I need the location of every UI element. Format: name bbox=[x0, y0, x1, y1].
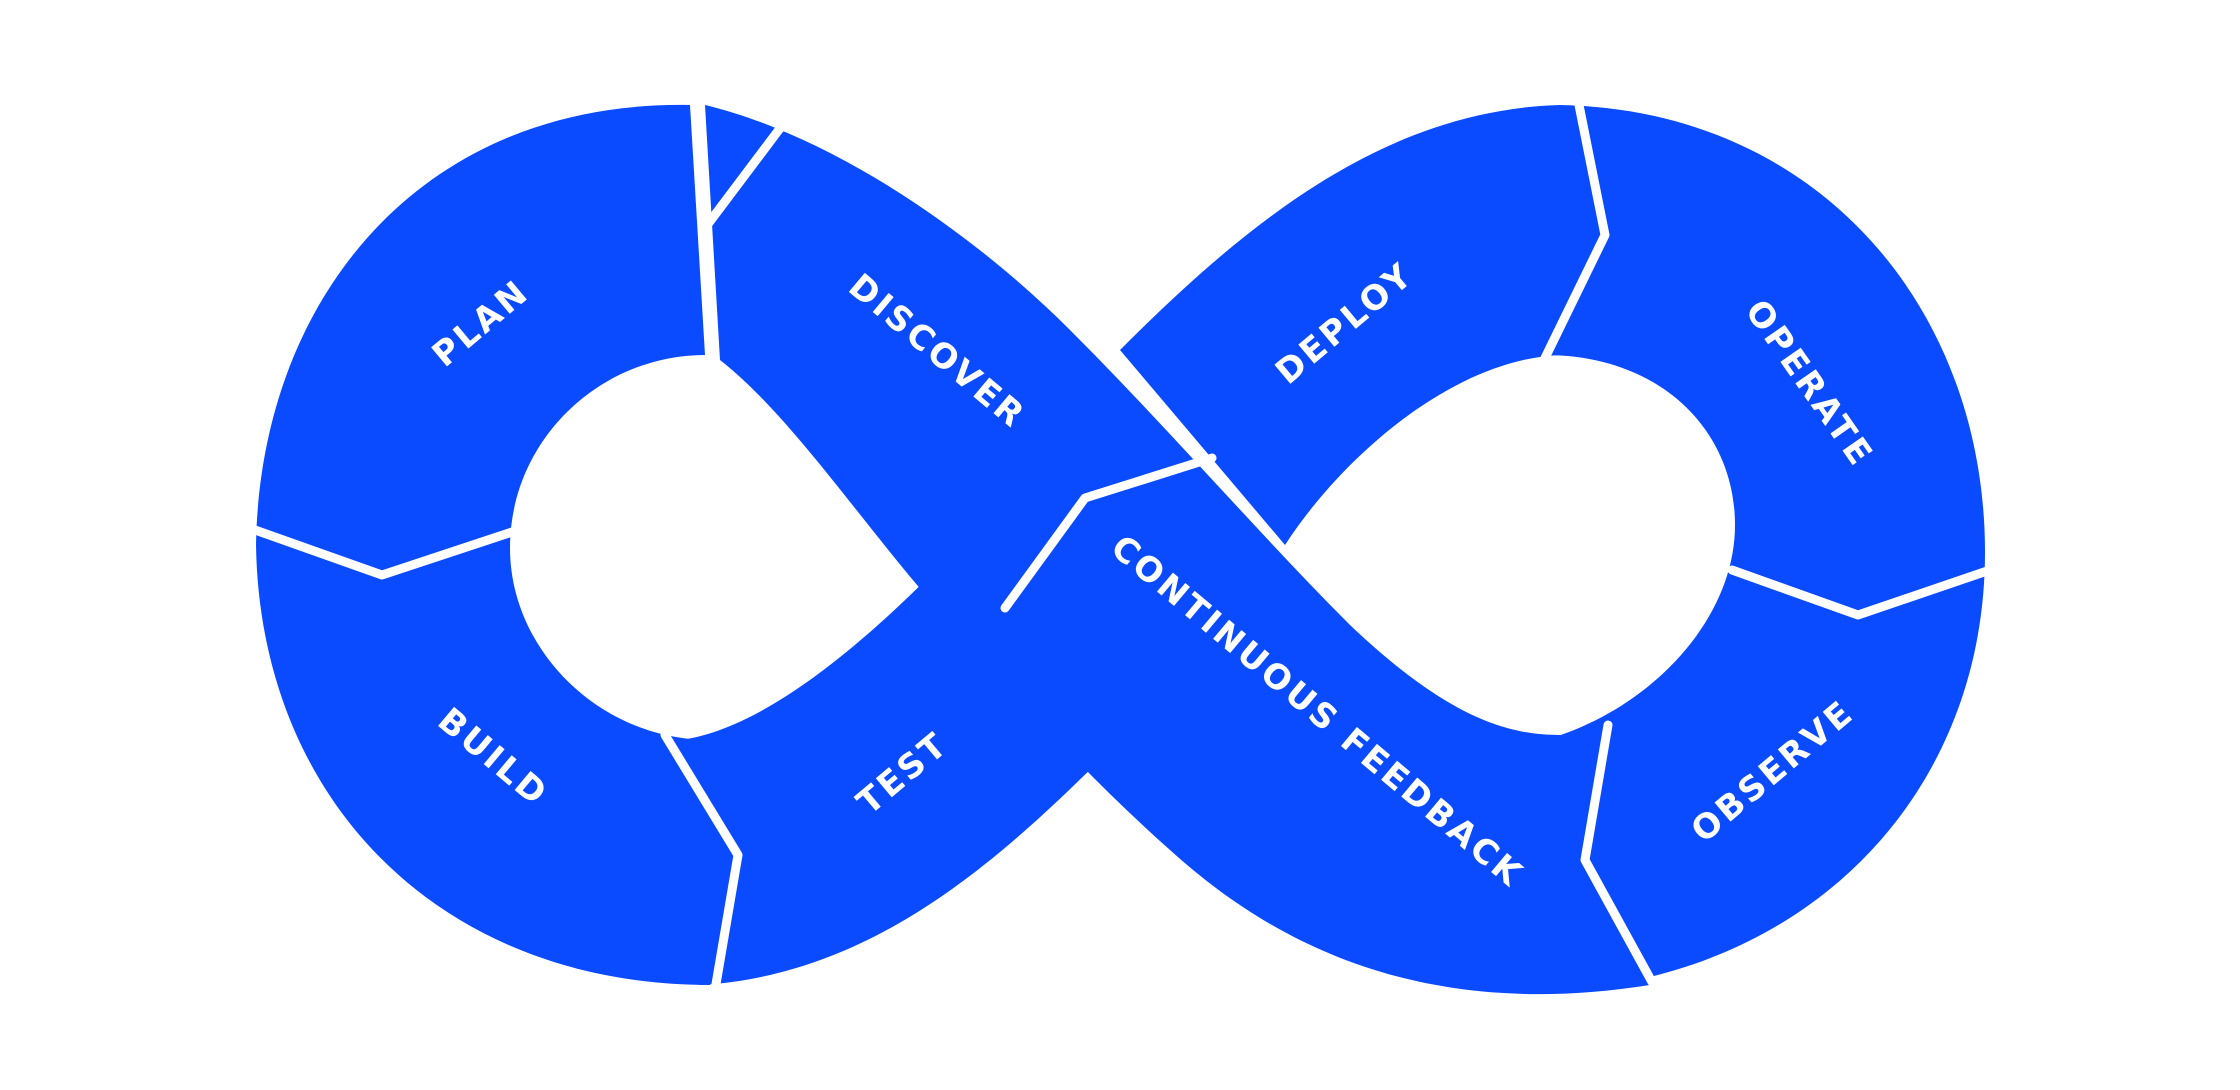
separator-deploy-operate bbox=[1540, 95, 1610, 363]
separator-operate-observe bbox=[1727, 565, 1995, 620]
discover-feedback-band bbox=[705, 105, 1650, 995]
deploy-band bbox=[1120, 105, 1560, 545]
separator-build-test bbox=[660, 730, 743, 995]
separator-feedback-observe bbox=[1580, 720, 1657, 987]
separator-discover-feedback bbox=[1000, 453, 1217, 613]
test-band bbox=[680, 545, 1120, 985]
separator-plan-build bbox=[250, 525, 517, 580]
right-loop-segment bbox=[1545, 105, 1985, 985]
separator-plan-discover bbox=[700, 110, 795, 365]
